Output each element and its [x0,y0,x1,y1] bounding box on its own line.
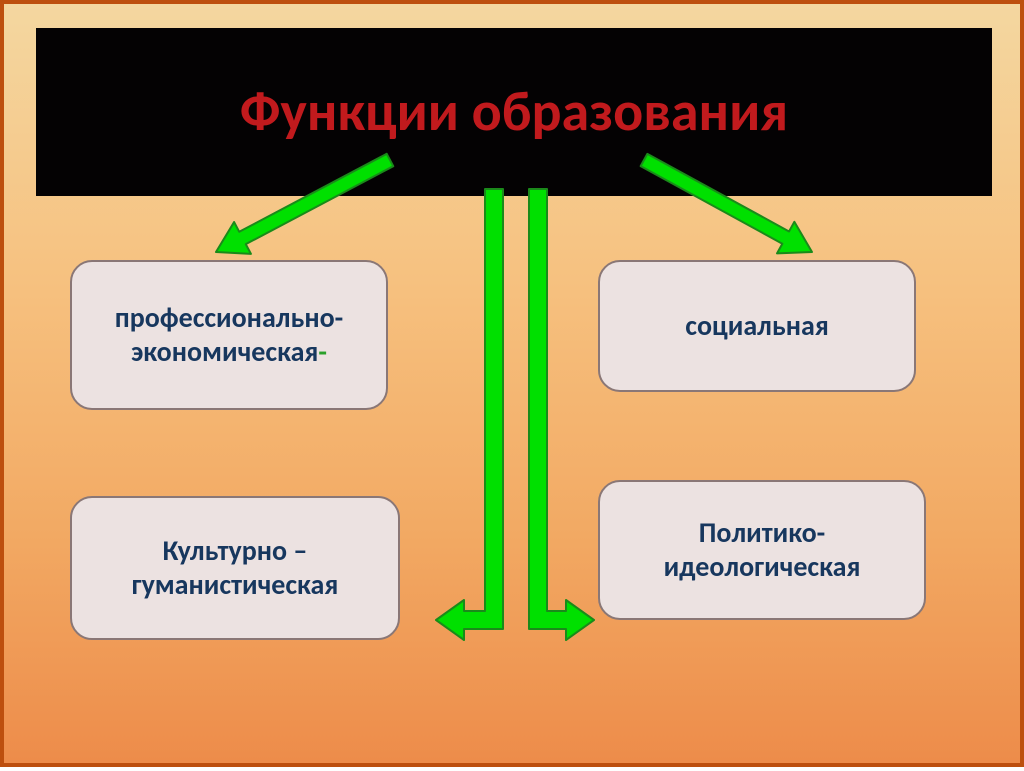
card-social: социальная [598,260,916,392]
title-text: Функции образования [240,78,788,146]
card-prof-econ-text: профессионально-экономическая [115,300,344,369]
card-political: Политико-идеологическая [598,480,926,620]
card-political-text: Политико-идеологическая [618,516,906,583]
card-cultural-text: Культурно – гуманистическая [90,534,380,601]
title-box: Функции образования [36,28,992,196]
card-prof-econ-dash: - [318,334,327,369]
card-cultural: Культурно – гуманистическая [70,496,400,640]
slide: Функции образования профессионально-экон… [0,0,1024,767]
card-social-text: социальная [685,309,829,343]
card-prof-econ: профессионально-экономическая- [70,260,388,410]
